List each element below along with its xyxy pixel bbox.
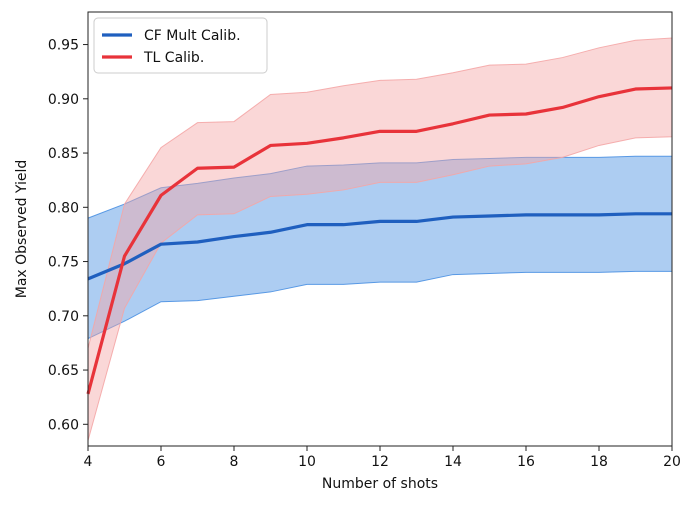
y-tick-label: 0.90 bbox=[48, 92, 79, 108]
confidence-bands bbox=[87, 37, 673, 441]
legend-box bbox=[93, 17, 268, 74]
y-tick-label: 0.85 bbox=[48, 146, 79, 162]
line-cf-mult-calib bbox=[87, 212, 672, 281]
x-tick-label: 12 bbox=[371, 454, 389, 470]
x-tick-label: 4 bbox=[84, 454, 93, 470]
x-tick-label: 8 bbox=[230, 454, 239, 470]
x-axis-label: Number of shots bbox=[322, 476, 438, 492]
y-tick-label: 0.65 bbox=[48, 363, 79, 379]
x-tick-label: 20 bbox=[663, 454, 681, 470]
y-axis-ticks: 0.60 0.65 0.70 0.75 0.80 0.85 0.90 0.95 bbox=[48, 38, 88, 433]
y-axis-label: Max Observed Yield bbox=[14, 160, 30, 299]
x-tick-label: 18 bbox=[590, 454, 608, 470]
legend-entry: CF Mult Calib. bbox=[144, 28, 241, 44]
x-tick-label: 14 bbox=[444, 454, 462, 470]
series-lines bbox=[86, 86, 673, 395]
y-tick-label: 0.60 bbox=[48, 417, 79, 433]
x-axis-ticks: 4 6 8 10 12 14 16 18 20 bbox=[84, 446, 681, 470]
y-tick-label: 0.75 bbox=[48, 255, 79, 271]
y-tick-label: 0.70 bbox=[48, 309, 79, 325]
x-tick-label: 10 bbox=[298, 454, 316, 470]
legend-entry: TL Calib. bbox=[143, 50, 204, 66]
x-tick-label: 6 bbox=[157, 454, 166, 470]
x-tick-label: 16 bbox=[517, 454, 535, 470]
legend: CF Mult Calib. TL Calib. bbox=[93, 17, 268, 74]
y-tick-label: 0.95 bbox=[48, 38, 79, 54]
y-tick-label: 0.80 bbox=[48, 200, 79, 216]
line-tl-calib bbox=[86, 86, 673, 395]
